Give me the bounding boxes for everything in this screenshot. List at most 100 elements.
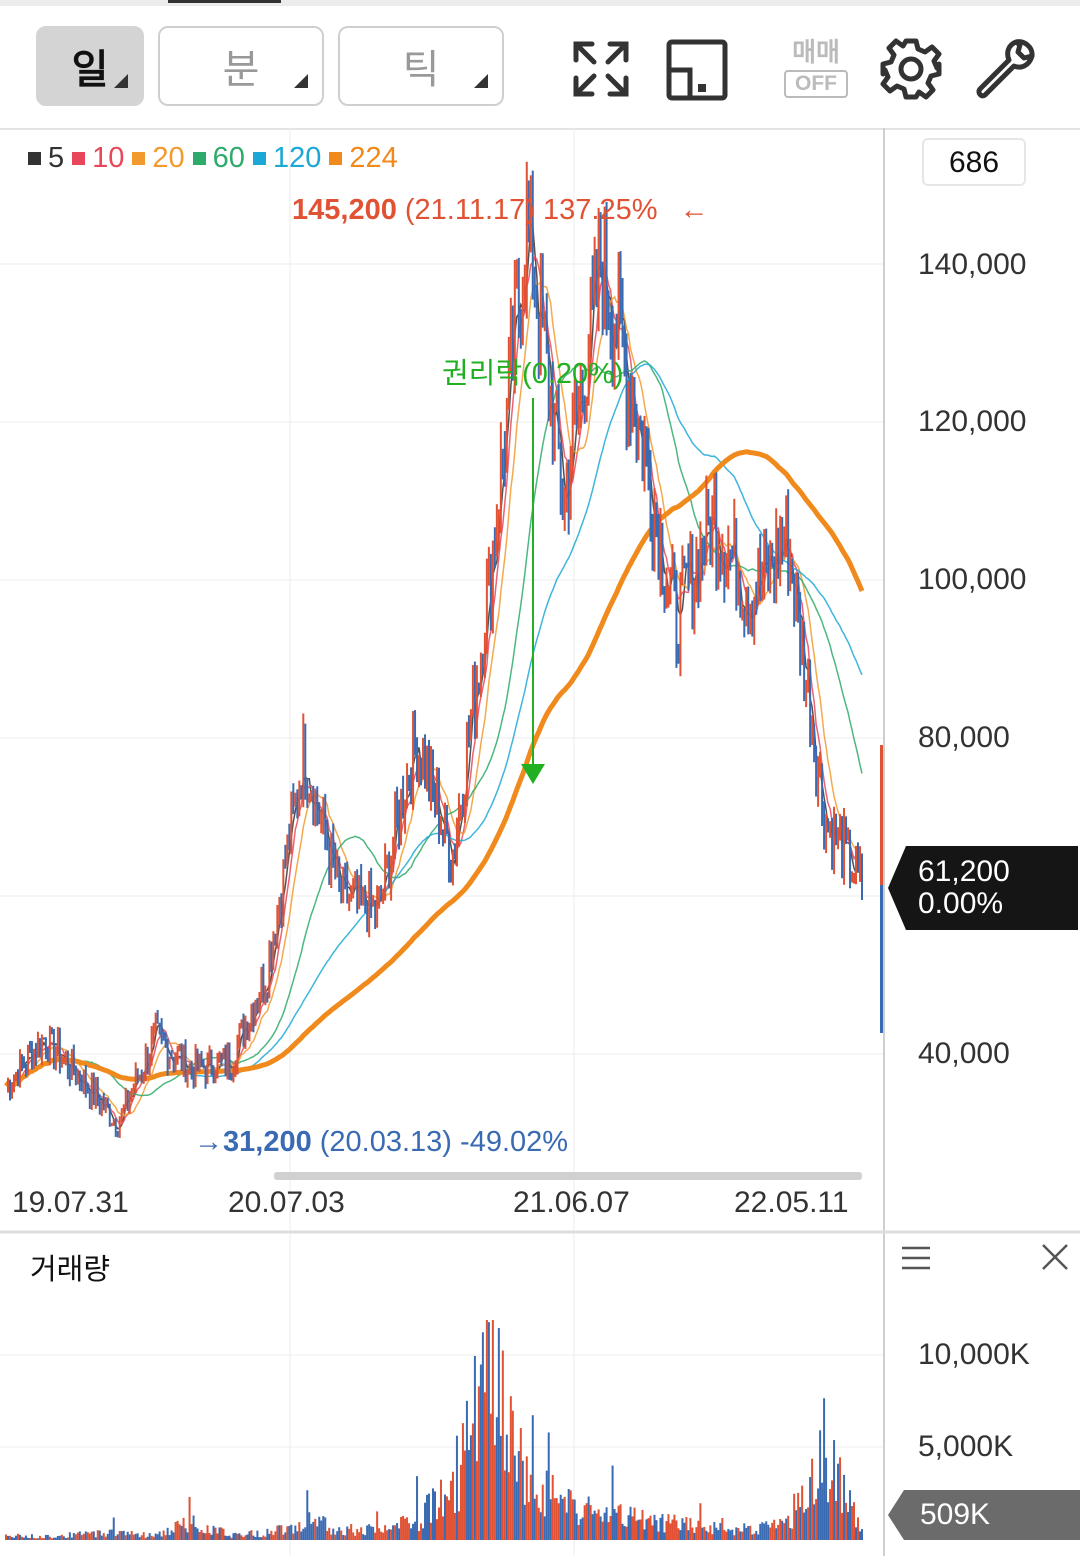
volume-bar bbox=[150, 1535, 153, 1540]
volume-bar bbox=[238, 1533, 241, 1540]
dropdown-indicator-icon bbox=[474, 74, 488, 88]
legend-item-10[interactable]: 10 bbox=[72, 142, 124, 175]
settings-gear-icon[interactable] bbox=[878, 36, 944, 102]
legend-label: 60 bbox=[212, 142, 245, 174]
volume-bar bbox=[202, 1532, 205, 1540]
volume-bar bbox=[671, 1519, 674, 1540]
volume-bar bbox=[789, 1527, 792, 1540]
volume-bar bbox=[54, 1537, 57, 1540]
period-minute-button[interactable]: 분 bbox=[158, 26, 324, 106]
current-candle-down bbox=[880, 885, 883, 1033]
y-tick-label: 100,000 bbox=[918, 563, 1027, 596]
volume-bar bbox=[292, 1533, 295, 1540]
price-tag-shape bbox=[888, 846, 1078, 930]
legend-item-120[interactable]: 120 bbox=[252, 142, 321, 175]
volume-bar bbox=[426, 1494, 429, 1540]
volume-bar bbox=[817, 1488, 820, 1540]
volume-bar bbox=[853, 1502, 856, 1540]
volume-bar bbox=[154, 1533, 157, 1540]
volume-bar bbox=[410, 1528, 413, 1540]
volume-bar bbox=[553, 1498, 556, 1540]
volume-bar bbox=[420, 1523, 423, 1540]
volume-bar bbox=[166, 1527, 169, 1540]
volume-bar bbox=[695, 1527, 698, 1540]
volume-bar bbox=[342, 1535, 345, 1540]
volume-bar bbox=[833, 1440, 836, 1540]
volume-bar bbox=[236, 1533, 239, 1540]
volume-bar bbox=[90, 1531, 93, 1540]
volume-bar bbox=[533, 1498, 536, 1540]
wrench-tool-icon[interactable] bbox=[972, 36, 1038, 102]
volume-bar bbox=[172, 1532, 175, 1540]
period-daily-button[interactable]: 일 bbox=[36, 26, 144, 106]
legend-item-5[interactable]: 5 bbox=[28, 142, 64, 175]
volume-bar bbox=[218, 1527, 221, 1540]
volume-bar bbox=[226, 1536, 229, 1540]
trade-off-icon[interactable]: 매매 OFF bbox=[784, 38, 848, 102]
volume-bar bbox=[697, 1520, 700, 1540]
volume-bar bbox=[416, 1476, 419, 1540]
volume-bar bbox=[689, 1518, 692, 1540]
split-layout-icon[interactable] bbox=[664, 36, 730, 102]
volume-bar bbox=[571, 1499, 574, 1540]
volume-bar bbox=[234, 1532, 237, 1540]
volume-bar bbox=[661, 1514, 664, 1540]
dropdown-indicator-icon bbox=[114, 74, 128, 88]
horizontal-scrollbar[interactable] bbox=[274, 1172, 862, 1180]
volume-bar bbox=[188, 1496, 191, 1540]
volume-bar bbox=[677, 1528, 680, 1540]
volume-bar bbox=[575, 1513, 578, 1540]
current-volume-badge: 509K bbox=[888, 1490, 1080, 1540]
volume-bar bbox=[511, 1410, 514, 1540]
legend-item-224[interactable]: 224 bbox=[329, 142, 398, 175]
menu-icon[interactable] bbox=[900, 1244, 932, 1272]
fullscreen-icon[interactable] bbox=[568, 36, 634, 102]
max-price-value: 145,200 bbox=[292, 194, 397, 226]
volume-bar bbox=[242, 1537, 245, 1540]
volume-bar bbox=[288, 1525, 291, 1540]
volume-bar bbox=[328, 1527, 331, 1540]
close-icon[interactable] bbox=[1040, 1242, 1070, 1272]
volume-bar bbox=[625, 1526, 628, 1540]
volume-bar bbox=[701, 1527, 704, 1540]
volume-bar bbox=[282, 1534, 285, 1540]
volume-bar bbox=[559, 1494, 562, 1540]
volume-bar bbox=[400, 1516, 403, 1540]
volume-bar bbox=[20, 1536, 23, 1540]
visible-count-box[interactable]: 686 bbox=[922, 138, 1026, 186]
period-tick-button[interactable]: 틱 bbox=[338, 26, 504, 106]
volume-bar bbox=[557, 1503, 560, 1540]
volume-bar bbox=[593, 1510, 596, 1540]
price-chart[interactable] bbox=[0, 128, 1080, 1556]
legend-swatch bbox=[192, 152, 206, 165]
ma-line-10 bbox=[5, 255, 863, 1126]
volume-bar bbox=[435, 1519, 438, 1540]
volume-bar bbox=[531, 1415, 534, 1540]
volume-bar bbox=[819, 1430, 822, 1540]
volume-bar bbox=[84, 1531, 87, 1540]
volume-bar bbox=[479, 1364, 482, 1540]
volume-bar bbox=[845, 1502, 848, 1540]
volume-bar bbox=[653, 1514, 656, 1540]
volume-bar bbox=[266, 1528, 269, 1540]
volume-bar bbox=[306, 1490, 309, 1540]
volume-bar bbox=[663, 1532, 666, 1540]
volume-bar bbox=[372, 1526, 375, 1540]
volume-bar bbox=[775, 1528, 778, 1540]
volume-bar bbox=[609, 1515, 612, 1540]
volume-bar bbox=[505, 1434, 508, 1540]
volume-bar bbox=[535, 1494, 538, 1540]
volume-bar bbox=[88, 1533, 91, 1540]
period-tick-label: 틱 bbox=[402, 47, 440, 93]
volume-bar bbox=[124, 1535, 127, 1540]
volume-bar bbox=[18, 1534, 21, 1540]
volume-bar bbox=[607, 1522, 610, 1540]
volume-bar bbox=[459, 1464, 462, 1540]
legend-item-20[interactable]: 20 bbox=[132, 142, 185, 175]
legend-item-60[interactable]: 60 bbox=[192, 142, 245, 175]
legend-swatch bbox=[72, 152, 86, 165]
volume-bar bbox=[649, 1515, 652, 1540]
trade-label: 매매 bbox=[792, 38, 840, 68]
volume-bar bbox=[665, 1521, 668, 1540]
volume-bar bbox=[491, 1320, 494, 1540]
